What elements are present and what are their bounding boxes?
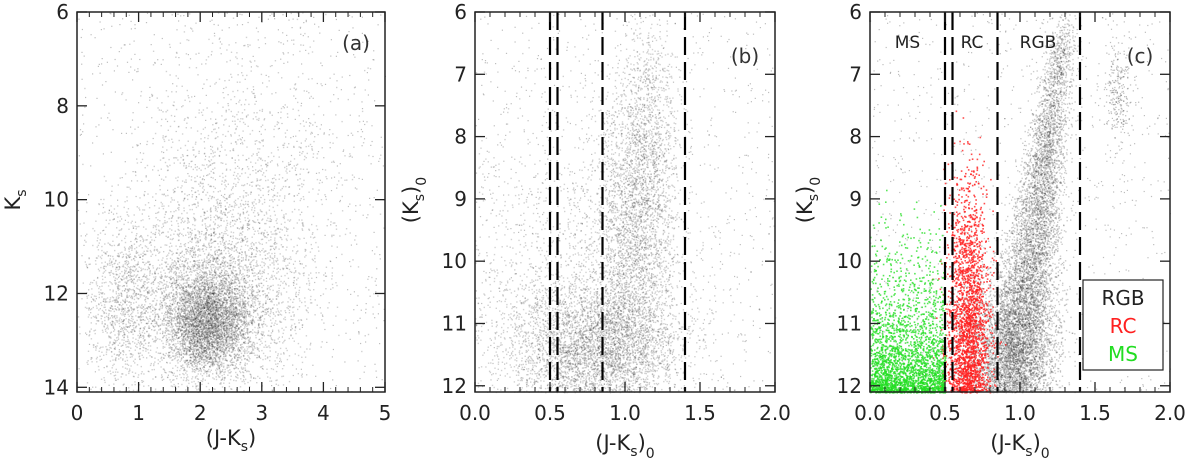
panel-a-tag: (a) [342,31,370,55]
panel-b-xlabel: (J-Ks)0 [595,431,654,462]
x-tick-label: 0.5 [534,401,566,425]
y-tick-label: 10 [442,249,467,273]
legend-box [1082,279,1164,371]
panel-b-vlines [548,12,687,392]
y-tick-label: 10 [837,249,862,273]
x-tick-label: 0.0 [459,401,491,425]
panel-c-points [870,12,1171,394]
y-tick-label: 11 [442,311,467,335]
x-tick-label: 1 [132,401,145,425]
panel-b: 0.0 0.5 1.0 1.5 2.0 6 7 8 9 10 11 12 (b) (J-Ks)0 (K… [399,0,791,462]
panel-b-ticks: 0.0 0.5 1.0 1.5 2.0 6 7 8 9 10 11 12 [442,0,791,425]
legend-entry: RGB [1101,286,1144,310]
y-tick-label: 9 [454,187,467,211]
region-label: MS [895,33,920,53]
panel-a-xlabel: (J-Ks) [206,426,257,455]
y-tick-label: 7 [454,62,467,86]
panel-a-frame [76,11,386,393]
x-tick-label: 5 [379,401,392,425]
legend-entry: RC [1110,314,1137,338]
y-tick-label: 12 [44,281,69,305]
x-tick-label: 2 [194,401,207,425]
y-tick-label: 10 [44,188,69,212]
y-tick-label: 8 [56,94,69,118]
x-tick-label: 1.5 [1079,401,1111,425]
x-tick-label: 1.0 [1004,401,1036,425]
y-tick-label: 12 [837,374,862,398]
y-tick-label: 9 [849,187,862,211]
y-tick-label: 11 [837,311,862,335]
x-tick-label: 1.5 [684,401,716,425]
x-tick-label: 0 [71,401,84,425]
y-tick-label: 8 [454,125,467,149]
panel-a-points [77,12,386,394]
x-tick-label: 0.0 [854,401,886,425]
x-tick-label: 0.5 [929,401,961,425]
panel-a-ylabel: Ks [1,189,30,210]
panel-b-points [475,13,777,394]
panel-c-region-labels: MS RC RGB [895,33,1057,53]
x-tick-label: 4 [317,401,330,425]
panel-b-ylabel: (Ks)0 [399,177,430,223]
region-label: RC [961,33,984,53]
y-tick-label: 12 [442,374,467,398]
panel-c-legend: RGB RC MS [1082,279,1164,371]
y-tick-label: 7 [849,62,862,86]
y-tick-label: 6 [56,0,69,24]
y-tick-label: 6 [849,0,862,24]
y-tick-label: 14 [44,375,69,399]
panel-c-tag: (c) [1127,44,1154,68]
x-tick-label: 1.0 [609,401,641,425]
y-tick-label: 6 [454,0,467,24]
legend-entry: MS [1108,342,1138,366]
region-label: RGB [1020,33,1057,53]
y-tick-label: 8 [849,125,862,149]
panel-c-vlines [943,12,1082,392]
panel-c-ylabel: (Ks)0 [793,177,824,223]
x-tick-label: 3 [255,401,268,425]
panel-c-xlabel: (J-Ks)0 [990,431,1049,462]
x-tick-label: 2.0 [1154,401,1186,425]
panel-c-ticks: 0.0 0.5 1.0 1.5 2.0 6 7 8 9 10 11 12 [837,0,1186,425]
x-tick-label: 2.0 [759,401,791,425]
panel-b-tag: (b) [731,44,759,68]
panel-c: 0.0 0.5 1.0 1.5 2.0 6 7 8 9 10 11 12 MS RC RGB (c) RG… [793,0,1186,462]
